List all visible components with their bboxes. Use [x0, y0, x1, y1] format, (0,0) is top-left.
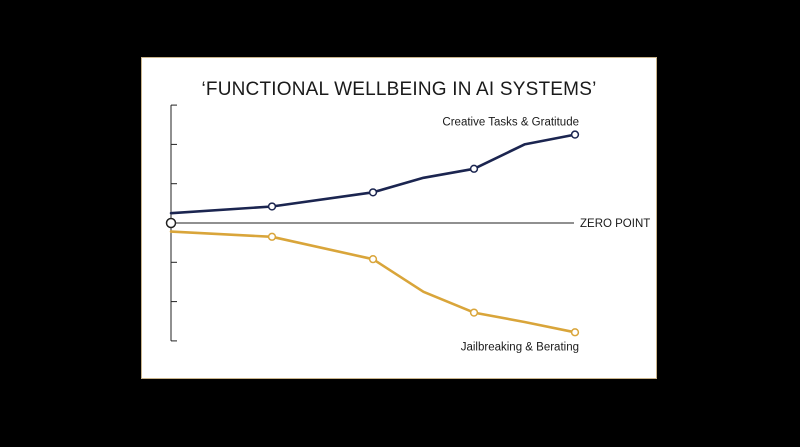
data-point [469, 164, 479, 173]
series-line [169, 230, 577, 334]
chart-title: ‘FUNCTIONAL WELLBEING IN AI SYSTEMS’ [201, 79, 596, 100]
data-point [267, 232, 277, 241]
zero-point-label: ZERO POINT [580, 218, 650, 230]
chart-card [141, 57, 657, 379]
data-point [368, 255, 378, 264]
data-point [469, 308, 479, 317]
series-creative-tasks: Creative Tasks & Gratitude [169, 117, 580, 215]
origin-marker [165, 217, 177, 229]
series-layer: Creative Tasks & Gratitude Jailbreaking &… [169, 117, 580, 353]
series-label: Jailbreaking & Berating [461, 341, 579, 353]
data-point [570, 130, 580, 139]
data-point [570, 328, 580, 337]
data-point [267, 202, 277, 211]
series-line [169, 133, 577, 215]
data-point [368, 188, 378, 197]
series-jailbreaking: Jailbreaking & Berating [169, 230, 580, 353]
series-label: Creative Tasks & Gratitude [442, 117, 579, 129]
